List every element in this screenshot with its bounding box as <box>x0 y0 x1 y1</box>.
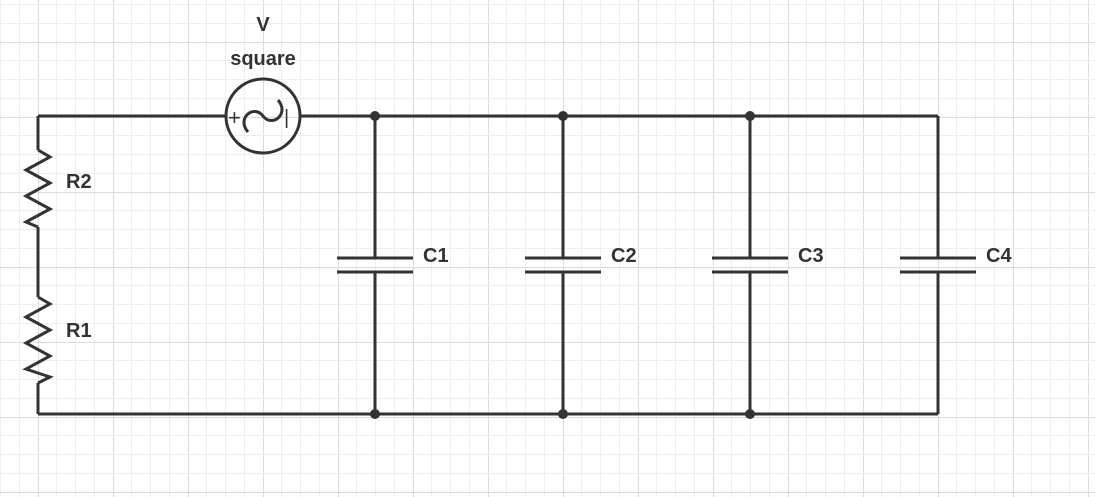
junction-node[interactable] <box>370 409 380 419</box>
r1-label: R1 <box>66 320 92 342</box>
c3-label: C3 <box>798 245 824 267</box>
sine-wave-icon <box>242 99 284 133</box>
capacitor-c2[interactable] <box>525 116 601 414</box>
junction-node[interactable] <box>558 111 568 121</box>
junction-node[interactable] <box>745 111 755 121</box>
junction-node[interactable] <box>370 111 380 121</box>
resistor-r2[interactable] <box>22 148 54 229</box>
junction-node[interactable] <box>745 409 755 419</box>
voltage-source[interactable]: + | <box>224 77 302 155</box>
capacitor-c3[interactable] <box>712 116 788 414</box>
c4-label: C4 <box>986 245 1012 267</box>
capacitor-c4[interactable] <box>900 116 976 414</box>
source-name-label: V <box>256 14 270 36</box>
junction-node[interactable] <box>558 409 568 419</box>
r2-label: R2 <box>66 171 92 193</box>
minus-symbol: | <box>284 107 289 129</box>
ac-source-icon <box>224 77 302 155</box>
source-type-label: square <box>230 48 296 70</box>
c1-label: C1 <box>423 245 449 267</box>
resistor-r1[interactable] <box>22 295 54 385</box>
c2-label: C2 <box>611 245 637 267</box>
plus-symbol: + <box>228 105 241 130</box>
capacitor-c1[interactable] <box>337 116 413 414</box>
